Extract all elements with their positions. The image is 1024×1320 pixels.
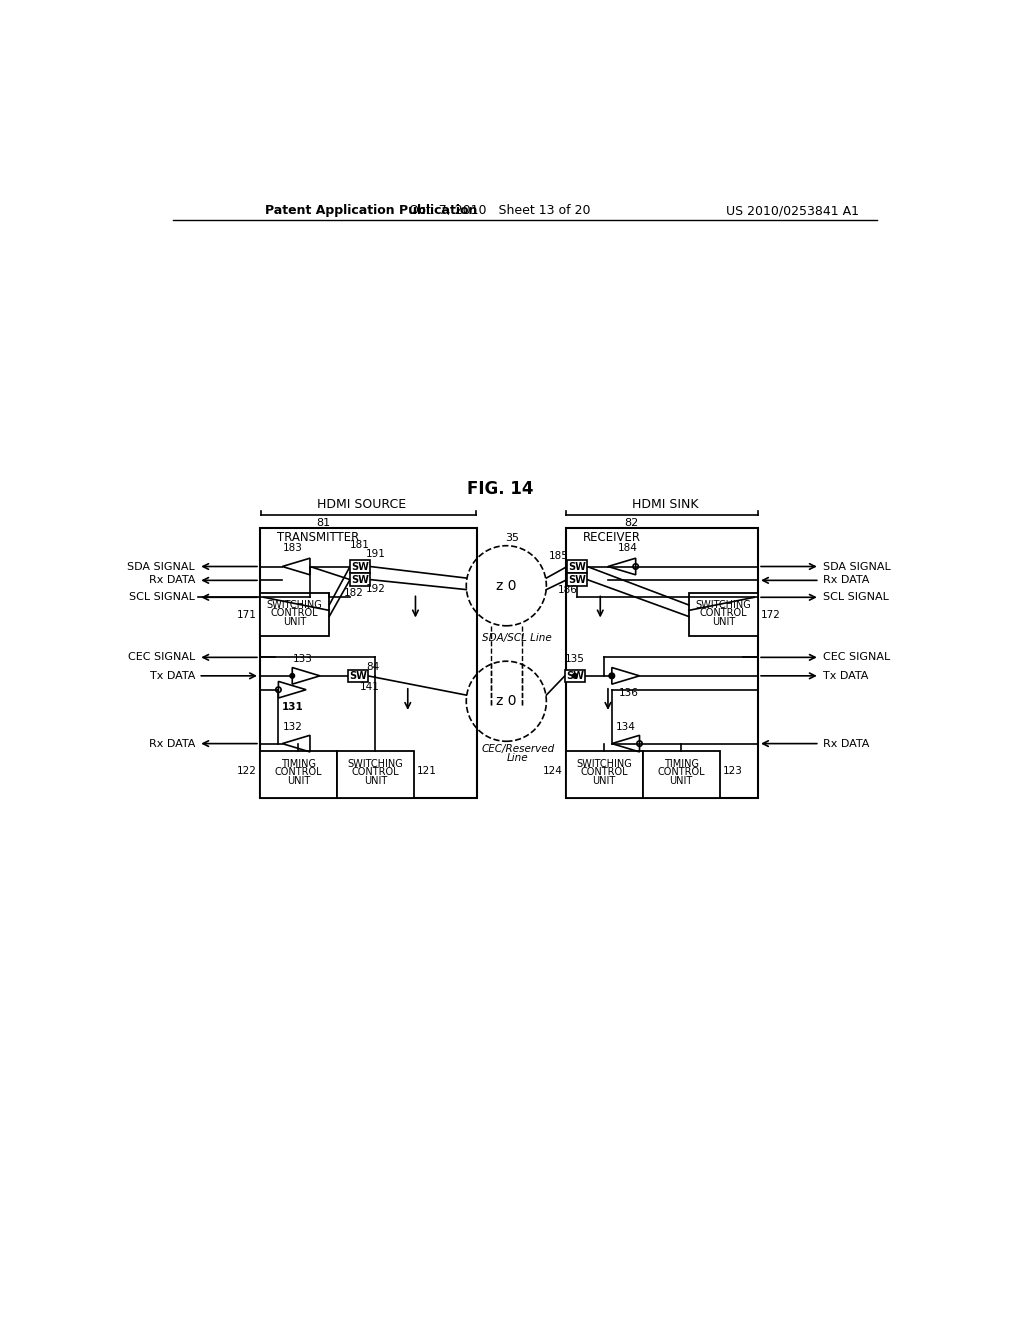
Text: CONTROL: CONTROL xyxy=(699,609,748,619)
Text: SWITCHING: SWITCHING xyxy=(695,601,752,610)
Text: US 2010/0253841 A1: US 2010/0253841 A1 xyxy=(726,205,859,218)
Text: UNIT: UNIT xyxy=(593,776,615,785)
Text: SWITCHING: SWITCHING xyxy=(347,759,403,768)
Text: UNIT: UNIT xyxy=(287,776,310,785)
Bar xyxy=(260,528,477,797)
Text: SW: SW xyxy=(568,574,586,585)
Text: SDA/SCL Line: SDA/SCL Line xyxy=(482,634,552,643)
Text: 136: 136 xyxy=(618,688,639,698)
Text: 191: 191 xyxy=(366,549,385,560)
Text: 134: 134 xyxy=(615,722,636,731)
Text: UNIT: UNIT xyxy=(364,776,387,785)
Text: TIMING: TIMING xyxy=(281,759,316,768)
Bar xyxy=(350,560,370,573)
Bar xyxy=(260,594,330,636)
Bar xyxy=(689,594,758,636)
Text: HDMI SOURCE: HDMI SOURCE xyxy=(317,499,407,511)
Text: 124: 124 xyxy=(543,766,562,776)
Bar xyxy=(643,751,720,797)
Text: SW: SW xyxy=(566,671,584,681)
Text: 185: 185 xyxy=(549,550,568,561)
Bar xyxy=(565,528,758,797)
Bar xyxy=(567,560,587,573)
Text: 132: 132 xyxy=(283,722,303,731)
Circle shape xyxy=(572,673,578,678)
Text: SWITCHING: SWITCHING xyxy=(266,601,323,610)
Text: 192: 192 xyxy=(366,583,385,594)
Text: 81: 81 xyxy=(316,517,330,528)
Text: 135: 135 xyxy=(565,653,585,664)
Text: CONTROL: CONTROL xyxy=(351,767,399,777)
Text: SWITCHING: SWITCHING xyxy=(577,759,632,768)
Text: Rx DATA: Rx DATA xyxy=(148,739,196,748)
Circle shape xyxy=(609,673,614,678)
Text: CEC SIGNAL: CEC SIGNAL xyxy=(823,652,890,663)
Text: 182: 182 xyxy=(344,589,364,598)
Text: 35: 35 xyxy=(506,533,519,543)
Text: Rx DATA: Rx DATA xyxy=(823,576,869,585)
Text: UNIT: UNIT xyxy=(670,776,692,785)
Text: UNIT: UNIT xyxy=(712,616,735,627)
Text: 181: 181 xyxy=(350,540,370,550)
Text: Patent Application Publication: Patent Application Publication xyxy=(265,205,477,218)
Text: 122: 122 xyxy=(237,766,257,776)
Text: SW: SW xyxy=(568,561,586,572)
Text: SCL SIGNAL: SCL SIGNAL xyxy=(823,593,889,602)
Text: Oct. 7, 2010   Sheet 13 of 20: Oct. 7, 2010 Sheet 13 of 20 xyxy=(410,205,591,218)
Text: SDA SIGNAL: SDA SIGNAL xyxy=(823,561,891,572)
Text: CEC/Reserved: CEC/Reserved xyxy=(481,744,554,754)
Text: 184: 184 xyxy=(618,543,638,553)
Text: SW: SW xyxy=(351,574,369,585)
Text: FIG. 14: FIG. 14 xyxy=(467,480,534,499)
Text: CONTROL: CONTROL xyxy=(274,767,323,777)
Text: 172: 172 xyxy=(761,610,781,620)
Text: SW: SW xyxy=(351,561,369,572)
Bar xyxy=(337,751,414,797)
Text: Line: Line xyxy=(507,754,528,763)
Text: 133: 133 xyxy=(293,653,313,664)
Text: Tx DATA: Tx DATA xyxy=(823,671,868,681)
Text: 82: 82 xyxy=(624,517,638,528)
Text: z 0: z 0 xyxy=(496,694,516,709)
Text: 123: 123 xyxy=(723,766,742,776)
Text: RECEIVER: RECEIVER xyxy=(583,531,641,544)
Text: CONTROL: CONTROL xyxy=(657,767,705,777)
Text: CONTROL: CONTROL xyxy=(270,609,318,619)
Bar xyxy=(350,573,370,586)
Text: Rx DATA: Rx DATA xyxy=(823,739,869,748)
Text: Tx DATA: Tx DATA xyxy=(150,671,196,681)
Text: TIMING: TIMING xyxy=(664,759,698,768)
Text: CONTROL: CONTROL xyxy=(581,767,628,777)
Text: 171: 171 xyxy=(237,610,257,620)
Bar xyxy=(565,751,643,797)
Text: Rx DATA: Rx DATA xyxy=(148,576,196,585)
Text: SW: SW xyxy=(349,671,367,681)
Bar xyxy=(565,669,585,682)
Bar xyxy=(567,573,587,586)
Text: UNIT: UNIT xyxy=(283,616,306,627)
Text: 131: 131 xyxy=(282,702,303,711)
Text: HDMI SINK: HDMI SINK xyxy=(633,499,699,511)
Text: 121: 121 xyxy=(417,766,437,776)
Text: TRANSMITTER: TRANSMITTER xyxy=(276,531,358,544)
Text: 186: 186 xyxy=(558,585,578,595)
Text: 141: 141 xyxy=(360,681,380,692)
Text: z 0: z 0 xyxy=(496,578,516,593)
Bar xyxy=(348,669,368,682)
Text: SCL SIGNAL: SCL SIGNAL xyxy=(129,593,196,602)
Bar xyxy=(260,751,337,797)
Text: 84: 84 xyxy=(367,661,380,672)
Text: CEC SIGNAL: CEC SIGNAL xyxy=(128,652,196,663)
Text: SDA SIGNAL: SDA SIGNAL xyxy=(128,561,196,572)
Text: 183: 183 xyxy=(283,543,303,553)
Circle shape xyxy=(290,673,295,678)
